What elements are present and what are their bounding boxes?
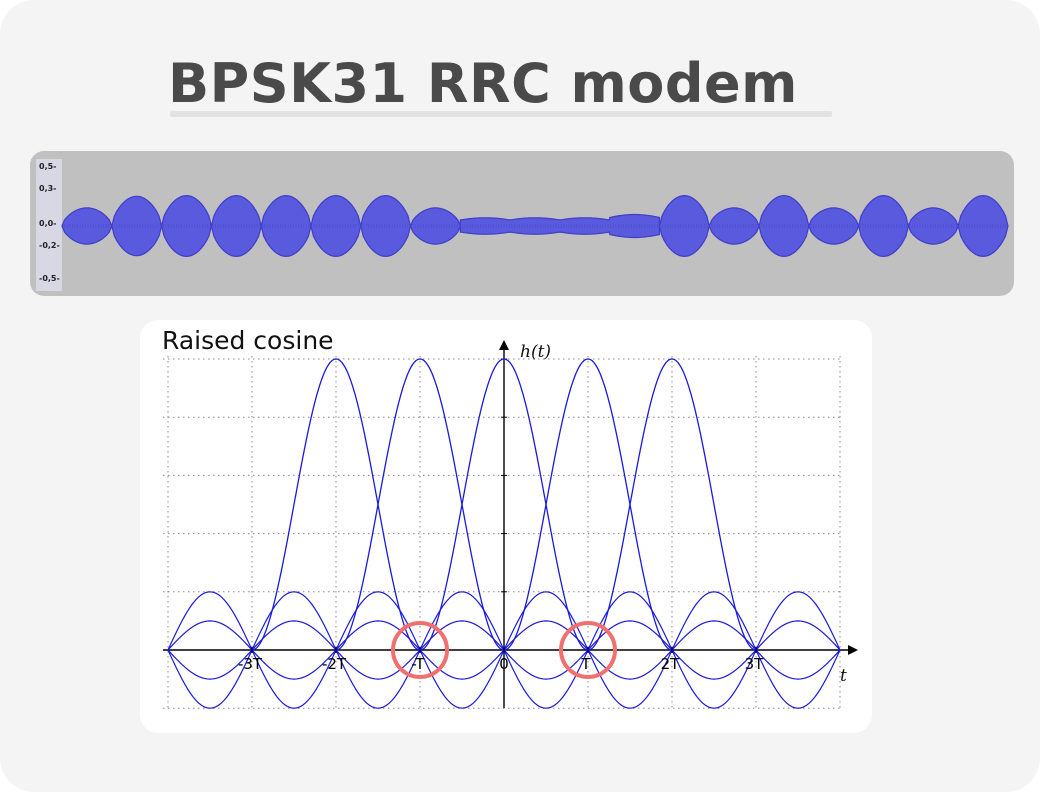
waveform-panel: 0,5- 0,3- 0,0- -0,2- -0,5- (30, 151, 1014, 296)
waveform-y-tick-label: 0,0- (39, 219, 57, 228)
waveform-y-tick-label: -0,2- (39, 241, 60, 250)
waveform-y-tick-label: 0,3- (39, 184, 57, 193)
waveform-y-ticks: 0,5- 0,3- 0,0- -0,2- -0,5- (39, 162, 60, 283)
raised-cosine-panel (140, 320, 872, 733)
waveform-plot: 0,5- 0,3- 0,0- -0,2- -0,5- (36, 159, 1009, 291)
waveform-signal (61, 194, 1009, 258)
waveform-axis-ruler (36, 159, 62, 291)
waveform-carrier (61, 224, 1007, 228)
title-underline (170, 111, 832, 117)
waveform-y-tick-label: 0,5- (39, 162, 57, 171)
raised-cosine-title: Raised cosine (162, 326, 334, 355)
waveform-y-tick-label: -0,5- (39, 274, 60, 283)
slide-title: BPSK31 RRC modem (168, 52, 798, 115)
